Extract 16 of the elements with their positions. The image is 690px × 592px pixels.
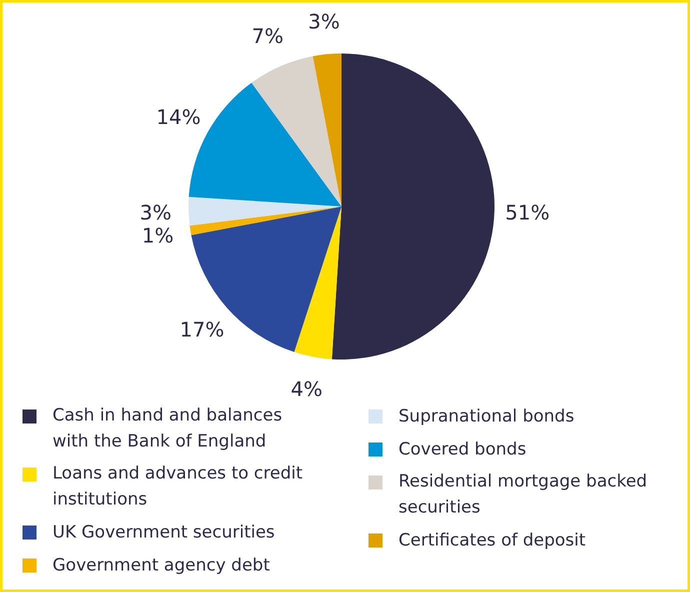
data-label: 17% [180,318,224,342]
data-label: 51% [505,200,550,224]
legend-label: Certificates of deposit [398,530,586,550]
legend-label: Covered bonds [398,440,526,460]
data-label: 14% [156,104,201,129]
data-label: 3% [140,200,172,224]
data-label: 1% [142,224,174,248]
data-label: 7% [252,24,284,48]
legend-label: Supranational bonds [398,406,574,426]
legend-label: Government agency debt [52,556,270,576]
legend-label: Residential mortgage backed securities [398,472,648,518]
legend-label: Loans and advances to credit institutions [52,464,303,510]
data-label: 3% [308,9,340,34]
data-label: 4% [290,377,323,402]
legend-label: Cash in hand and balances with the Bank of England [52,406,282,452]
legend-label: UK Government securities [52,522,275,542]
